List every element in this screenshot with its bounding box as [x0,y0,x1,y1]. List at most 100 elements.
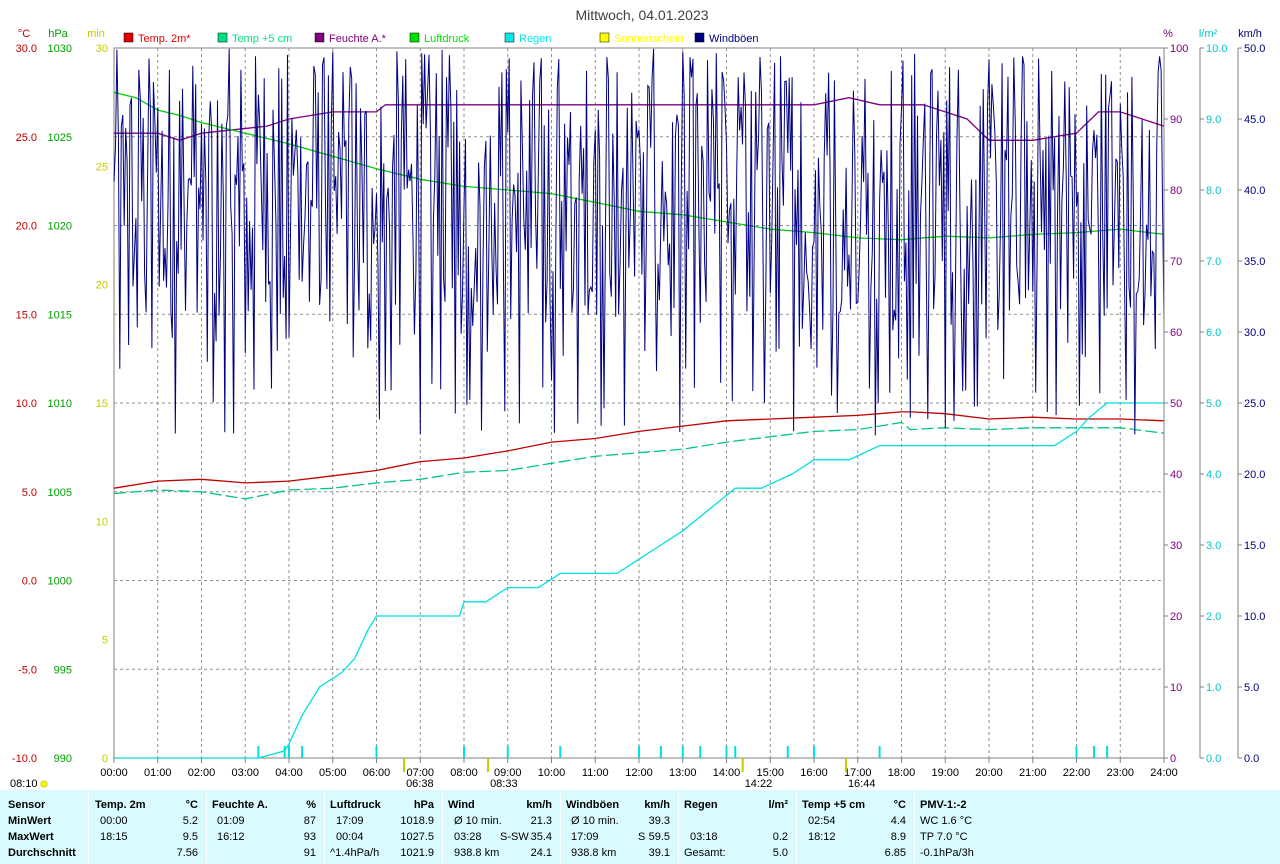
wind-axis-tick-label: 40.0 [1244,185,1265,197]
rain-axis-tick-label: 1.0 [1206,682,1221,694]
stat-cell: km/h [526,799,552,811]
stat-cell: 18:12 [808,831,836,843]
axis-unit-label: min [87,28,105,40]
column-separator [206,793,207,863]
stat-cell: 93 [303,831,316,843]
sunshine-axis-tick-label: 0 [102,753,108,765]
temp-axis-tick-label: 0.0 [22,576,37,588]
legend-swatch [123,32,134,43]
stat-cell: 1021.9 [400,847,434,859]
humidity-axis-tick-label: 60 [1170,327,1182,339]
temp-axis-tick-label: 5.0 [22,487,37,499]
sun-marker-label: 06:38 [406,778,434,790]
temp-axis-tick-label: -10.0 [12,753,37,765]
wind-axis-tick-label: 35.0 [1244,256,1265,268]
header-pmv: PMV-1:-2 [920,799,967,811]
stat-cell: 938.8 km [454,847,500,859]
stat-cell: 1027.5 [400,831,434,843]
stat-cell: ^1.4hPa/h [330,847,380,859]
x-tick-label: 11:00 [582,767,609,779]
axis-unit-label: hPa [48,28,68,40]
legend-entry: Feuchte A.* [329,33,387,45]
column-separator [914,793,915,863]
humidity-axis-tick-label: 30 [1170,540,1182,552]
legend-swatch [217,32,228,43]
humidity-axis-tick-label: 80 [1170,185,1182,197]
stat-cell: 00:04 [336,831,364,843]
sun-icon [40,780,48,788]
stat-cell: °C [185,799,198,811]
x-tick-label: 09:00 [494,767,522,779]
stat-cell: 1018.9 [400,815,434,827]
x-tick-label: 06:00 [363,767,391,779]
x-tick-label: 15:00 [756,767,784,779]
axis-unit-label: °C [18,28,30,40]
x-tick-label: 19:00 [931,767,959,779]
stat-cell: 35.4 [530,831,552,843]
sunshine-axis-tick-label: 20 [96,280,108,292]
series-layer [113,48,1165,759]
x-tick-label: 17:00 [844,767,872,779]
x-tick-label: 02:00 [188,767,216,779]
stat-cell: 17:09 [336,815,364,827]
stat-cell: 4.4 [890,815,906,827]
sun-marker-label: 08:33 [490,778,518,790]
statistics-table: Sensor MinWert MaxWert Durchschnitt Temp. 2m… [0,790,1280,864]
rain-axis-tick-label: 5.0 [1206,398,1221,410]
legend-swatch [694,32,705,43]
stat-cell: WC 1.6 °C [920,815,973,827]
stat-cell: Gesamt: [684,847,726,859]
humidity-axis-tick-label: 70 [1170,256,1182,268]
wind-axis-tick-label: 10.0 [1244,611,1265,623]
legend-entry: Windböen [709,33,759,45]
rain-axis-tick-label: 10.0 [1206,43,1227,55]
header-feuchte: Feuchte A. [212,799,268,811]
legend-entry: Sonnenschein [614,33,684,45]
pressure-axis-tick-label: 1015 [48,309,72,321]
pressure-axis-tick-label: 990 [54,753,72,765]
stat-cell: 16:12 [217,831,245,843]
stat-cell: 01:09 [217,815,245,827]
rain-axis-tick-label: 7.0 [1206,256,1221,268]
stat-cell: 938.8 km [571,847,617,859]
humidity-axis-tick-label: 20 [1170,611,1182,623]
wind-axis-tick-label: 45.0 [1244,114,1265,126]
stat-cell: 7.56 [176,847,198,859]
stat-cell: 24.1 [530,847,552,859]
header-temp2m: Temp. 2m [95,799,146,811]
axes-layer: 30.025.020.015.010.05.00.0-5.0-10.010301… [10,28,1265,790]
header-luftdruck: Luftdruck [330,799,381,811]
rain-axis-tick-label: 6.0 [1206,327,1221,339]
rain-axis-tick-label: 0.0 [1206,753,1221,765]
x-tick-label: 01:00 [144,767,172,779]
column-separator [560,793,561,863]
temp-axis-tick-label: 15.0 [16,309,37,321]
legend-entry: Luftdruck [424,33,470,45]
stat-cell: 39.1 [648,847,670,859]
wind-axis-tick-label: 50.0 [1244,43,1265,55]
x-tick-label: 24:00 [1150,767,1178,779]
wind-axis-tick-label: 0.0 [1244,753,1259,765]
temp-axis-tick-label: -5.0 [18,664,37,676]
wind-axis-tick-label: 25.0 [1244,398,1265,410]
stat-cell: 39.3 [648,815,670,827]
x-tick-label: 08:00 [450,767,478,779]
x-tick-label: 18:00 [888,767,916,779]
stat-cell: 02:54 [808,815,836,827]
axis-unit-label: % [1163,28,1173,40]
humidity-axis-tick-label: 10 [1170,682,1182,694]
x-tick-label: 13:00 [669,767,697,779]
pressure-axis-tick-label: 1030 [48,43,72,55]
stat-cell: °C [893,799,906,811]
sunshine-axis-tick-label: 5 [102,635,108,647]
x-tick-label: 07:00 [406,767,434,779]
humidity-axis-tick-label: 90 [1170,114,1182,126]
column-separator [678,793,679,863]
sun-marker-label: 14:22 [745,778,773,790]
stat-cell: l/m² [768,799,788,811]
stat-cell: 9.5 [182,831,198,843]
legend-swatch [504,32,515,43]
stat-cell: 5.2 [182,815,198,827]
header-windboeen: Windböen [566,799,620,811]
temp-axis-tick-label: 25.0 [16,132,37,144]
